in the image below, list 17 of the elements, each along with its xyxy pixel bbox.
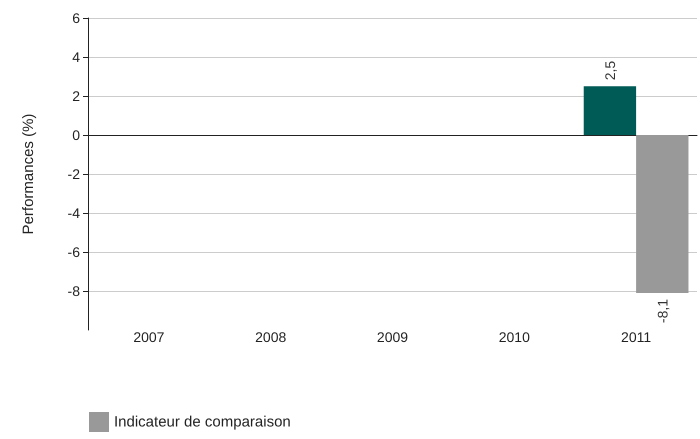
legend-label: Indicateur de comparaison: [114, 414, 291, 430]
x-tick-label: 2010: [498, 329, 530, 345]
x-tick-label: 2008: [255, 329, 286, 345]
y-tick-label: 2: [72, 88, 80, 104]
x-tick-label: 2011: [621, 329, 652, 345]
y-tick-label: -6: [68, 244, 80, 260]
y-tick-label: 0: [72, 127, 80, 143]
y-tick-label: -8: [68, 283, 80, 299]
x-tick-label: 2009: [376, 329, 408, 345]
y-tick-label: 4: [72, 49, 80, 65]
y-tick-label: -4: [68, 205, 80, 221]
data-label: -8,1: [654, 298, 670, 324]
y-tick-label: -2: [68, 166, 80, 182]
data-label: 2,5: [602, 60, 618, 80]
x-tick-label: 2007: [133, 329, 165, 345]
y-tick-label: 6: [72, 10, 80, 26]
y-axis-title: Performances (%): [20, 114, 37, 234]
